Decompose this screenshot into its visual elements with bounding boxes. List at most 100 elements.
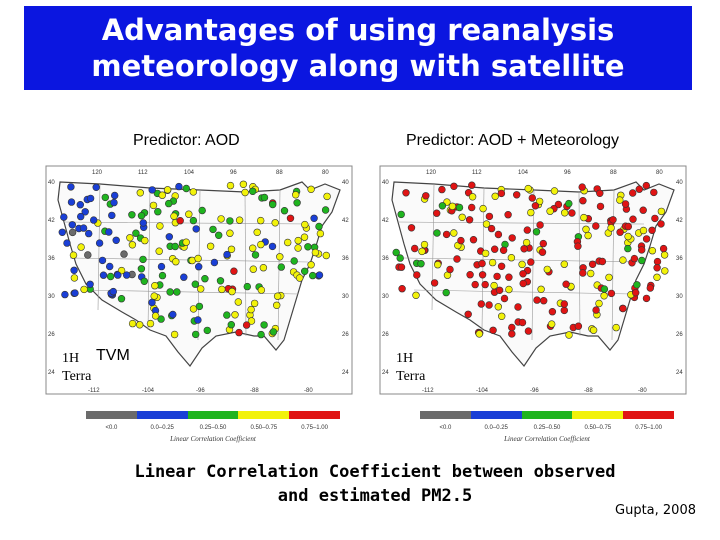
station-marker xyxy=(135,321,144,329)
station-marker xyxy=(71,289,79,297)
lat-tick: 36 xyxy=(342,256,349,262)
legend-bars-left xyxy=(86,411,340,419)
station-marker xyxy=(565,331,573,339)
lat-tick: 24 xyxy=(382,370,389,376)
legend-bars-right xyxy=(420,411,674,419)
station-marker xyxy=(412,291,420,300)
station-marker xyxy=(442,230,451,239)
lat-tick: 26 xyxy=(676,332,683,338)
station-marker xyxy=(518,260,526,269)
station-marker xyxy=(122,271,131,279)
lat-tick: 30 xyxy=(48,294,55,300)
station-marker xyxy=(157,315,165,323)
station-marker xyxy=(653,257,662,266)
station-marker xyxy=(249,265,258,273)
station-marker xyxy=(106,272,115,281)
corner-label-right: 1H Terra xyxy=(396,350,425,386)
station-marker xyxy=(99,271,108,279)
station-marker xyxy=(596,189,604,197)
station-marker xyxy=(250,299,259,308)
station-marker xyxy=(158,191,167,199)
station-marker xyxy=(402,189,410,197)
station-marker xyxy=(574,242,582,250)
station-marker xyxy=(592,222,600,230)
station-marker xyxy=(478,259,486,268)
station-marker xyxy=(487,224,496,233)
station-marker xyxy=(315,222,323,231)
station-marker xyxy=(561,209,569,217)
station-marker xyxy=(485,212,494,221)
lat-tick: 36 xyxy=(382,256,389,262)
station-marker xyxy=(592,306,600,314)
station-marker xyxy=(243,282,252,291)
state-border xyxy=(431,183,435,311)
legend-swatch xyxy=(238,411,290,419)
station-marker xyxy=(481,249,490,258)
station-marker xyxy=(448,202,457,210)
station-marker xyxy=(595,299,603,308)
station-marker xyxy=(489,326,497,335)
station-marker xyxy=(251,251,260,259)
station-marker xyxy=(112,236,120,245)
station-marker xyxy=(293,199,301,207)
station-marker xyxy=(137,211,146,220)
station-marker xyxy=(68,228,77,237)
station-marker xyxy=(194,316,202,324)
station-marker xyxy=(537,285,545,294)
station-marker xyxy=(226,181,235,190)
lon-tick: -104 xyxy=(142,388,155,394)
station-marker xyxy=(230,267,238,275)
station-marker xyxy=(481,280,489,289)
lat-tick: 30 xyxy=(342,294,349,300)
station-marker xyxy=(565,199,573,208)
station-marker xyxy=(227,245,236,254)
station-marker xyxy=(231,311,239,319)
lat-tick: 42 xyxy=(382,218,389,224)
station-marker xyxy=(519,270,527,278)
station-marker xyxy=(257,286,266,294)
station-marker xyxy=(500,294,509,303)
station-marker xyxy=(84,251,92,259)
station-marker xyxy=(154,207,162,216)
lat-tick: 24 xyxy=(48,370,55,376)
station-marker xyxy=(574,322,583,330)
station-marker xyxy=(639,226,648,235)
lon-tick: 104 xyxy=(518,170,529,176)
station-marker xyxy=(524,327,533,335)
station-marker xyxy=(273,292,282,300)
station-marker xyxy=(657,220,665,228)
station-marker xyxy=(321,206,330,214)
station-marker xyxy=(182,184,191,193)
station-marker xyxy=(392,248,400,257)
station-marker xyxy=(67,198,76,206)
station-marker xyxy=(158,271,167,280)
station-marker xyxy=(257,240,265,249)
station-marker xyxy=(300,233,309,241)
state-border xyxy=(63,221,311,225)
station-marker xyxy=(148,186,156,194)
station-marker xyxy=(508,330,516,338)
station-marker xyxy=(630,254,639,263)
station-marker xyxy=(653,273,661,282)
station-marker xyxy=(95,239,104,247)
lat-tick: 40 xyxy=(48,180,55,186)
station-marker xyxy=(301,220,309,229)
station-marker xyxy=(128,241,137,249)
station-marker xyxy=(259,263,268,272)
legend-swatch xyxy=(187,411,239,419)
station-marker xyxy=(84,229,93,238)
station-marker xyxy=(538,248,547,256)
legend-swatch xyxy=(289,411,340,419)
station-marker xyxy=(77,243,85,251)
station-marker xyxy=(494,230,503,239)
station-marker xyxy=(286,214,295,222)
station-marker xyxy=(550,187,559,195)
station-marker xyxy=(504,210,512,219)
station-marker xyxy=(206,242,215,251)
station-marker xyxy=(468,193,477,201)
station-marker xyxy=(505,273,513,281)
lat-tick: 24 xyxy=(676,370,683,376)
station-marker xyxy=(269,328,278,336)
legend-swatch xyxy=(420,411,471,419)
station-marker xyxy=(560,306,569,315)
